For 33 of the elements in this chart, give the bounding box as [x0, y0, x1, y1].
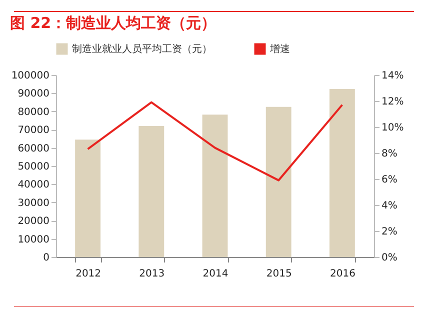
x-tick-label: 2016	[330, 268, 356, 280]
y2-tick-label: 6%	[382, 174, 398, 186]
y-tick-label: 40000	[18, 180, 50, 191]
bar	[75, 140, 101, 257]
bar	[138, 126, 164, 257]
x-tick-label: 2014	[202, 268, 228, 280]
x-tick-label: 2015	[266, 268, 292, 280]
y-tick-label: 90000	[18, 88, 50, 100]
y-tick-label: 50000	[18, 162, 50, 172]
bar	[202, 114, 228, 257]
y-tick-label: 70000	[18, 125, 50, 136]
y2-tick-label: 12%	[382, 96, 404, 108]
x-tick-label: 2013	[139, 268, 165, 280]
legend-label: 增速	[269, 43, 290, 55]
bar	[329, 89, 355, 257]
y2-tick-label: 2%	[382, 226, 398, 238]
y2-tick-label: 10%	[382, 122, 404, 134]
y-tick-label: 100000	[11, 70, 50, 82]
y-tick-label: 30000	[18, 198, 50, 209]
y2-tick-label: 8%	[382, 148, 398, 160]
y2-tick-label: 4%	[382, 200, 398, 212]
y-tick-label: 0	[43, 252, 50, 264]
line-series	[86, 101, 344, 182]
chart-title: 图 22：制造业人均工资（元）	[10, 14, 216, 32]
legend-label: 制造业就业人员平均工资（元）	[72, 43, 212, 55]
y2-tick-label: 14%	[382, 70, 404, 82]
y-tick-label: 10000	[18, 234, 50, 246]
y-tick-label: 80000	[18, 106, 50, 118]
x-tick-label: 2012	[76, 268, 102, 280]
bar	[266, 106, 292, 257]
y2-tick-label: 0%	[382, 252, 398, 264]
y-tick-label: 20000	[18, 216, 50, 228]
y-tick-label: 60000	[18, 143, 50, 154]
